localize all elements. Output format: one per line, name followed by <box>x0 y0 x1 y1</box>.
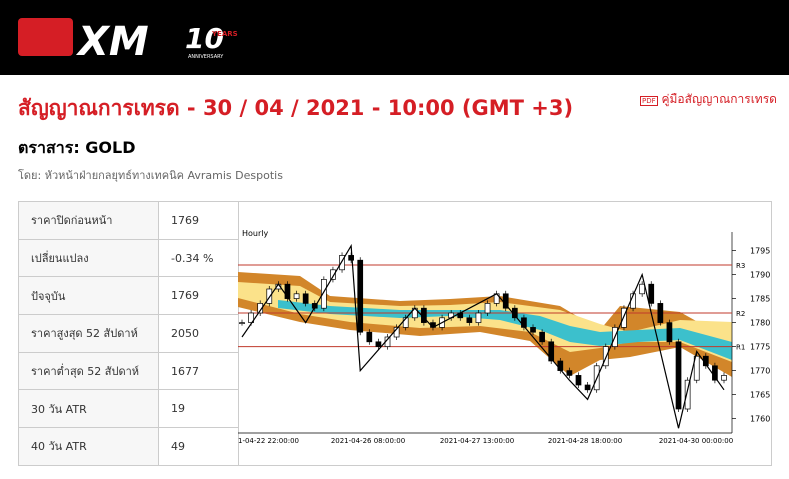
table-row: ราคาปิดก่อนหน้า 1769 <box>18 201 239 240</box>
logo-number: 10 <box>185 22 224 55</box>
candle <box>248 312 254 323</box>
header: XM 10 YEARS ANNIVERSARY <box>0 0 789 75</box>
x-tick-label: 2021-04-28 18:00:00 <box>548 437 622 445</box>
zigzag-line <box>241 243 725 429</box>
candle <box>302 293 309 304</box>
candle <box>639 283 646 295</box>
candle <box>357 259 364 333</box>
page-title: สัญญาณการเทรด - 30 / 04 / 2021 - 10:00 (… <box>18 96 574 120</box>
stat-value: -0.34 % <box>158 238 239 278</box>
table-row: ราคาต่ำสุด 52 สัปดาห์ 1677 <box>18 351 239 391</box>
candle <box>320 279 327 309</box>
candle <box>284 283 291 299</box>
stat-value: 2050 <box>158 314 239 353</box>
y-tick-label: 1760 <box>750 415 770 424</box>
candle <box>666 322 673 343</box>
stat-value: 19 <box>158 389 239 429</box>
stat-label: ราคาต่ำสุด 52 สัปดาห์ <box>18 351 159 391</box>
chart: Hourly 1760 1765 1770 1775 1780 1785 1790 1795 R… <box>238 201 772 466</box>
table-row: 40 วัน ATR 49 <box>18 427 239 466</box>
logo-years: YEARS <box>211 30 238 38</box>
table-row: ราคาสูงสุด 52 สัปดาห์ 2050 <box>18 314 239 353</box>
candle <box>684 379 691 410</box>
stat-label: 30 วัน ATR <box>18 389 159 429</box>
logo-brand: XM <box>75 19 149 65</box>
stat-label: ราคาปิดก่อนหน้า <box>18 201 159 240</box>
candle <box>712 365 718 381</box>
candle <box>293 293 300 299</box>
logo-anniversary: ANNIVERSARY <box>188 54 224 60</box>
stat-label: ราคาสูงสุด 52 สัปดาห์ <box>18 314 159 353</box>
y-tick-label: 1790 <box>750 271 770 280</box>
stat-label: 40 วัน ATR <box>18 427 159 466</box>
candle <box>584 384 591 391</box>
candle <box>602 346 609 367</box>
stat-value: 1677 <box>158 351 239 391</box>
period-label: Hourly <box>242 229 268 238</box>
candle <box>339 255 345 271</box>
level-label: R1 <box>736 344 745 352</box>
candle <box>330 269 336 280</box>
candle <box>366 331 373 343</box>
stats-table: ราคาปิดก่อนหน้า 1769 เปลี่ยนแปลง -0.34 % ปัจ… <box>18 201 239 466</box>
x-tick-label: 2021-04-30 00:00:00 <box>659 437 733 445</box>
candle <box>548 341 555 362</box>
x-tick-label: 2021-04-26 08:00:00 <box>331 437 405 445</box>
logo: XM 10 YEARS ANNIVERSARY <box>18 18 238 65</box>
candle <box>266 288 273 304</box>
bands <box>238 272 732 377</box>
candle <box>621 307 627 328</box>
band-core <box>278 300 732 360</box>
candle <box>475 312 482 323</box>
candle <box>539 331 545 343</box>
y-tick-label: 1795 <box>750 247 770 256</box>
y-tick-label: 1775 <box>750 343 770 352</box>
y-tick-label: 1765 <box>750 391 770 400</box>
candle <box>657 303 664 323</box>
candle <box>693 355 700 381</box>
table-row: ปัจจุบัน 1769 <box>18 276 239 316</box>
candle <box>566 370 573 376</box>
candle <box>575 375 582 386</box>
guide-link[interactable]: PDF คู่มือสัญญาณการเทรด <box>640 92 777 106</box>
candle <box>648 283 655 304</box>
stat-label: ปัจจุบัน <box>18 276 159 316</box>
author: โดย: หัวหน้าฝ่ายกลยุทธ์ทางเทคนิค Avramis… <box>18 169 283 182</box>
x-tick-label: 1-04-22 22:00:00 <box>238 437 299 445</box>
candle <box>257 303 264 314</box>
stat-label: เปลี่ยนแปลง <box>18 238 159 278</box>
candle <box>484 303 491 314</box>
stat-value: 49 <box>158 427 239 466</box>
candle <box>675 341 682 410</box>
x-tick-label: 2021-04-27 13:00:00 <box>440 437 514 445</box>
level-label: R2 <box>736 310 745 318</box>
table-row: 30 วัน ATR 19 <box>18 389 239 429</box>
level-label: R3 <box>736 262 745 270</box>
y-tick-label: 1780 <box>750 319 770 328</box>
instrument: ตราสาร: GOLD <box>18 138 136 157</box>
candle <box>721 375 727 381</box>
candle <box>466 317 473 323</box>
candle <box>375 341 382 347</box>
stat-value: 1769 <box>158 276 239 316</box>
candle <box>530 327 536 333</box>
table-row: เปลี่ยนแปลง -0.34 % <box>18 238 239 278</box>
logo-icon <box>18 18 73 56</box>
candle <box>239 322 245 324</box>
guide-link-text[interactable]: คู่มือสัญญาณการเทรด <box>661 92 777 106</box>
stat-value: 1769 <box>158 201 239 240</box>
candle <box>348 255 354 261</box>
y-tick-label: 1770 <box>750 367 770 376</box>
y-tick-label: 1785 <box>750 295 770 304</box>
